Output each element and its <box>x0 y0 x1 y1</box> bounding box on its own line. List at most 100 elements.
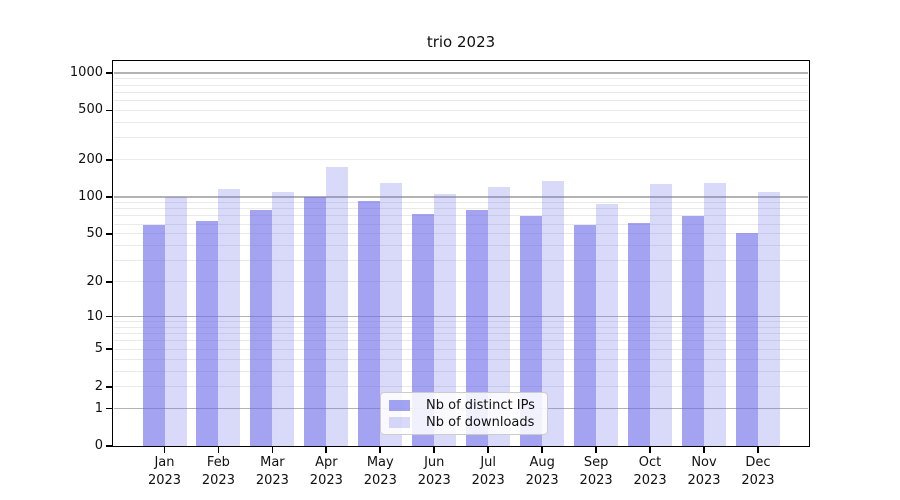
gridline-major <box>114 72 808 74</box>
x-tick-label: Apr 2023 <box>309 455 343 488</box>
gridline-minor <box>114 208 808 210</box>
y-tick <box>106 445 113 447</box>
bar-downloads <box>757 191 780 446</box>
y-tick-label: 20 <box>86 273 103 289</box>
bar-distinct-ips <box>358 200 381 446</box>
gridline-minor <box>114 78 808 80</box>
gridline-minor <box>114 321 808 323</box>
bar-distinct-ips <box>735 232 758 446</box>
x-tick-label: Jun 2023 <box>417 455 451 488</box>
x-tick-label: Jan 2023 <box>147 455 182 488</box>
chart-title: trio 2023 <box>426 33 496 51</box>
y-tick <box>106 195 113 198</box>
x-tick <box>379 447 382 453</box>
x-tick <box>271 447 274 453</box>
gridline-minor <box>114 245 808 247</box>
y-tick <box>106 348 113 351</box>
gridline-minor <box>114 340 808 342</box>
gridline-minor <box>114 100 808 102</box>
gridline-minor <box>114 370 808 372</box>
bar-downloads <box>650 183 673 446</box>
legend-label-downloads: Nb of downloads <box>426 414 535 430</box>
bar-distinct-ips <box>250 210 273 446</box>
bar-distinct-ips <box>196 221 219 446</box>
x-tick-label: Feb 2023 <box>201 455 235 488</box>
bar-downloads <box>434 194 457 446</box>
x-tick <box>595 447 597 453</box>
bar-distinct-ips <box>682 215 704 446</box>
gridline-minor <box>114 326 808 328</box>
x-tick-label: Sep 2023 <box>579 455 613 488</box>
y-tick-label: 1 <box>94 400 103 416</box>
gridline-minor <box>114 281 808 283</box>
y-tick-label: 10 <box>86 308 103 324</box>
x-tick-label: Nov 2023 <box>687 455 721 488</box>
y-tick-label: 500 <box>78 102 103 118</box>
x-tick-label: Jul 2023 <box>471 455 505 488</box>
y-tick <box>106 158 113 161</box>
bar-downloads <box>380 182 403 446</box>
y-tick <box>106 109 113 112</box>
gridline-minor <box>114 84 808 86</box>
bar-downloads <box>542 180 565 446</box>
y-tick-label: 5 <box>94 341 103 357</box>
x-tick <box>541 447 544 453</box>
bar-downloads <box>218 189 241 446</box>
gridline-minor <box>114 91 808 93</box>
gridline-minor <box>114 260 808 262</box>
x-tick <box>757 447 759 453</box>
x-tick <box>649 447 651 453</box>
x-tick-label: Dec 2023 <box>741 455 775 488</box>
y-tick <box>106 72 113 74</box>
bar-downloads <box>488 187 511 446</box>
legend-item-distinct-ips: Nb of distinct IPs <box>387 397 541 413</box>
legend-swatch-distinct-ips <box>389 399 410 411</box>
x-tick-label: Mar 2023 <box>255 455 289 488</box>
y-tick-label: 1000 <box>69 65 103 81</box>
bar-downloads <box>164 196 187 446</box>
legend-swatch-downloads <box>389 416 410 428</box>
bar-distinct-ips <box>628 223 651 446</box>
x-tick-label: May 2023 <box>363 455 397 488</box>
x-tick <box>217 447 220 453</box>
y-tick <box>106 407 113 410</box>
x-tick <box>163 447 166 453</box>
bar-distinct-ips <box>142 224 165 446</box>
gridline-minor <box>114 233 808 235</box>
bar-distinct-ips <box>574 224 597 446</box>
x-tick-label: Aug 2023 <box>525 455 559 488</box>
x-tick <box>487 447 490 453</box>
gridline-minor <box>114 386 808 388</box>
bar-distinct-ips <box>466 210 489 446</box>
y-tick-label: 50 <box>86 225 103 241</box>
bar-distinct-ips <box>304 196 327 446</box>
x-tick <box>325 447 328 453</box>
y-tick-label: 2 <box>94 378 103 394</box>
gridline-minor <box>114 121 808 123</box>
y-tick <box>106 280 113 283</box>
legend-label-distinct-ips: Nb of distinct IPs <box>426 397 535 413</box>
y-tick-label: 200 <box>78 151 103 167</box>
gridline-minor <box>114 109 808 111</box>
legend: Nb of distinct IPs Nb of downloads <box>380 392 548 435</box>
x-tick-label: Oct 2023 <box>633 455 667 488</box>
gridline-minor <box>114 215 808 217</box>
gridline-minor <box>114 223 808 225</box>
gridline-major <box>114 196 808 198</box>
x-tick <box>433 447 436 453</box>
gridline-minor <box>114 137 808 139</box>
legend-item-downloads: Nb of downloads <box>387 414 541 430</box>
y-tick <box>106 232 113 235</box>
y-tick-label: 100 <box>78 188 103 204</box>
gridline-major <box>114 315 808 318</box>
gridline-minor <box>114 159 808 161</box>
bar-distinct-ips <box>412 213 435 446</box>
bar-downloads <box>704 182 726 446</box>
bar-downloads <box>272 191 295 446</box>
bar-downloads <box>596 203 619 446</box>
y-tick-label: 0 <box>94 438 103 453</box>
gridline-minor <box>114 201 808 203</box>
bar-downloads <box>326 166 349 446</box>
gridline-minor <box>114 333 808 335</box>
